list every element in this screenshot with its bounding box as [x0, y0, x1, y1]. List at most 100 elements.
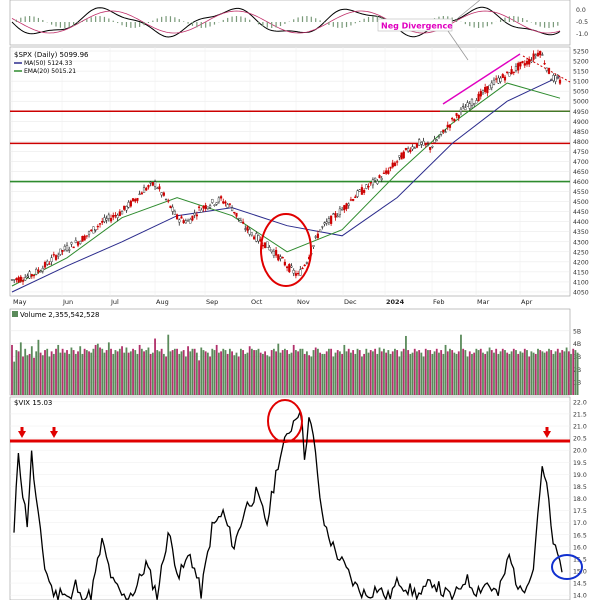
volume-bar — [418, 350, 421, 395]
volume-bar — [343, 344, 346, 395]
price-candle-body — [323, 222, 326, 225]
top-hist-bar — [266, 22, 268, 28]
volume-bar — [248, 346, 251, 395]
volume-bar — [299, 348, 302, 395]
top-hist-bar — [249, 19, 251, 22]
volume-bar — [330, 348, 333, 395]
price-candle-body — [237, 217, 240, 220]
volume-bar — [479, 348, 482, 395]
price-candle-body — [420, 142, 423, 145]
volume-bar — [565, 347, 568, 395]
price-candle-body — [162, 192, 165, 196]
volume-bar — [561, 350, 564, 395]
price-candle-body — [512, 71, 515, 73]
price-candle-body — [195, 214, 198, 217]
volume-bar — [449, 348, 451, 395]
price-candle-body — [365, 184, 368, 189]
volume-bar — [156, 350, 159, 395]
volume-bar — [519, 351, 522, 395]
price-candle-body — [479, 91, 482, 97]
price-tick-label: 4950 — [573, 109, 589, 116]
price-candle-body — [136, 197, 139, 201]
top-hist-bar — [134, 22, 136, 28]
top-hist-bar — [29, 16, 31, 22]
volume-bar — [396, 350, 399, 395]
price-candle-body — [297, 273, 300, 275]
price-candle-body — [418, 139, 421, 146]
price-candle-body — [371, 179, 375, 186]
price-candle-body — [288, 264, 291, 273]
volume-bar — [259, 352, 262, 395]
top-hist-bar — [315, 18, 317, 22]
top-hist-bar — [271, 22, 273, 28]
price-candle-body — [422, 140, 425, 146]
price-candle-body — [96, 226, 99, 228]
volume-bar — [477, 350, 480, 395]
top-hist-bar — [257, 22, 260, 25]
volume-bar — [411, 352, 414, 395]
volume-bar — [541, 351, 544, 395]
price-candle-body — [158, 186, 161, 190]
top-hist-bar — [77, 22, 79, 24]
volume-bar — [559, 352, 561, 395]
volume-bar — [189, 351, 192, 395]
volume-bar — [314, 347, 317, 395]
top-hist-bar — [143, 22, 145, 26]
volume-bar — [361, 356, 363, 395]
volume-bar — [435, 348, 438, 395]
price-candle-body — [32, 274, 36, 277]
volume-bar — [455, 353, 458, 395]
top-hist-bar — [55, 22, 57, 27]
volume-bar — [48, 356, 51, 395]
top-hist-bar — [24, 16, 26, 22]
volume-bar — [407, 350, 410, 395]
volume-bar — [55, 348, 57, 395]
volume-bar — [319, 352, 322, 395]
volume-bar — [147, 347, 150, 395]
top-hist-bar — [279, 22, 282, 27]
top-hist-bar — [521, 18, 524, 22]
volume-bar — [228, 348, 231, 395]
volume-bar — [233, 355, 236, 395]
top-hist-bar — [372, 16, 374, 22]
top-hist-bar — [535, 22, 537, 25]
price-candle-body — [519, 61, 522, 67]
volume-bar — [70, 347, 73, 395]
price-candle-body — [321, 226, 324, 228]
price-candle-body — [138, 193, 141, 195]
vix-tick-label: 16.5 — [573, 532, 587, 539]
price-candle-body — [30, 274, 33, 277]
top-hist-bar — [169, 16, 172, 22]
price-candle-body — [103, 217, 106, 222]
price-candle-body — [301, 267, 304, 270]
volume-bar — [19, 342, 22, 395]
price-candle-body — [558, 79, 562, 84]
top-hist-bar — [187, 22, 189, 24]
volume-bar — [277, 343, 280, 395]
volume-bar — [211, 348, 214, 395]
price-candle-body — [464, 107, 467, 111]
price-candle-body — [98, 223, 102, 225]
price-candle-body — [356, 190, 359, 197]
price-candle-body — [15, 278, 18, 281]
price-tick-label: 5150 — [573, 69, 589, 76]
volume-bar — [41, 355, 44, 395]
top-hist-bar — [557, 22, 559, 26]
volume-bar — [37, 339, 40, 395]
volume-bar — [167, 334, 170, 395]
volume-bar — [493, 352, 495, 395]
price-candle-body — [426, 144, 430, 146]
volume-bar — [105, 350, 108, 395]
volume-bar — [292, 344, 295, 395]
volume-bar — [99, 347, 101, 395]
volume-bar — [563, 351, 566, 395]
top-hist-bar — [504, 17, 506, 22]
price-candle-body — [270, 249, 273, 252]
top-hist-bar — [363, 18, 365, 22]
x-axis-label: May — [13, 298, 27, 306]
top-hist-bar — [473, 22, 475, 28]
vix-tick-label: 18.5 — [573, 484, 587, 491]
volume-bar — [550, 350, 553, 395]
price-candle-body — [374, 177, 377, 181]
volume-bar — [101, 348, 104, 395]
